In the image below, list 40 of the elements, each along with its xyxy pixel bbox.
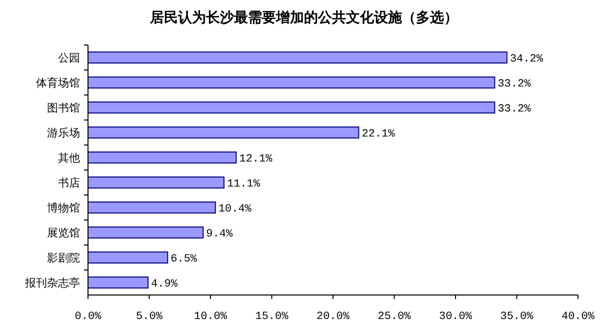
x-tick-label: 15.0%	[255, 311, 289, 323]
data-label: 6.5%	[170, 254, 198, 266]
bar	[88, 252, 168, 264]
x-tick-label: 5.0%	[136, 311, 163, 323]
y-tick-label: 展览馆	[47, 226, 80, 240]
bar	[88, 102, 496, 114]
data-label: 34.2%	[510, 54, 544, 66]
data-label: 22.1%	[362, 128, 396, 140]
y-tick-label: 体育场馆	[36, 76, 80, 90]
bar	[88, 126, 360, 138]
y-tick-label: 公园	[58, 52, 80, 64]
x-tick-label: 30.0%	[438, 311, 472, 323]
x-tick-label: 35.0%	[500, 311, 534, 323]
data-label: 11.1%	[226, 178, 260, 190]
x-tick-label: 0.0%	[74, 311, 102, 323]
data-label: 10.4%	[218, 204, 252, 216]
data-label: 33.2%	[498, 104, 532, 116]
y-tick-label: 图书馆	[47, 102, 80, 114]
bar	[88, 152, 237, 164]
bar	[88, 176, 224, 188]
y-tick-label: 影剧院	[47, 252, 80, 264]
y-tick-label: 报刊杂志亭	[24, 276, 80, 290]
y-tick-label: 书店	[58, 176, 80, 190]
x-tick-label: 10.0%	[194, 311, 228, 323]
y-tick-label: 其他	[58, 152, 80, 164]
bar	[88, 276, 149, 288]
y-tick-label: 博物馆	[47, 202, 80, 214]
data-label: 4.9%	[151, 278, 178, 290]
data-label: 33.2%	[498, 78, 532, 90]
data-label: 9.4%	[206, 228, 233, 240]
x-tick-label: 40.0%	[561, 311, 595, 323]
chart-title: 居民认为长沙最需要增加的公共文化设施（多选）	[149, 9, 458, 26]
y-tick-label: 游乐场	[47, 126, 80, 140]
bar	[88, 52, 508, 64]
bar	[88, 202, 216, 214]
x-tick-label: 25.0%	[378, 311, 412, 323]
bar	[88, 76, 496, 88]
bar	[88, 226, 204, 238]
x-tick-label: 20.0%	[316, 311, 350, 323]
data-label: 12.1%	[239, 154, 273, 166]
